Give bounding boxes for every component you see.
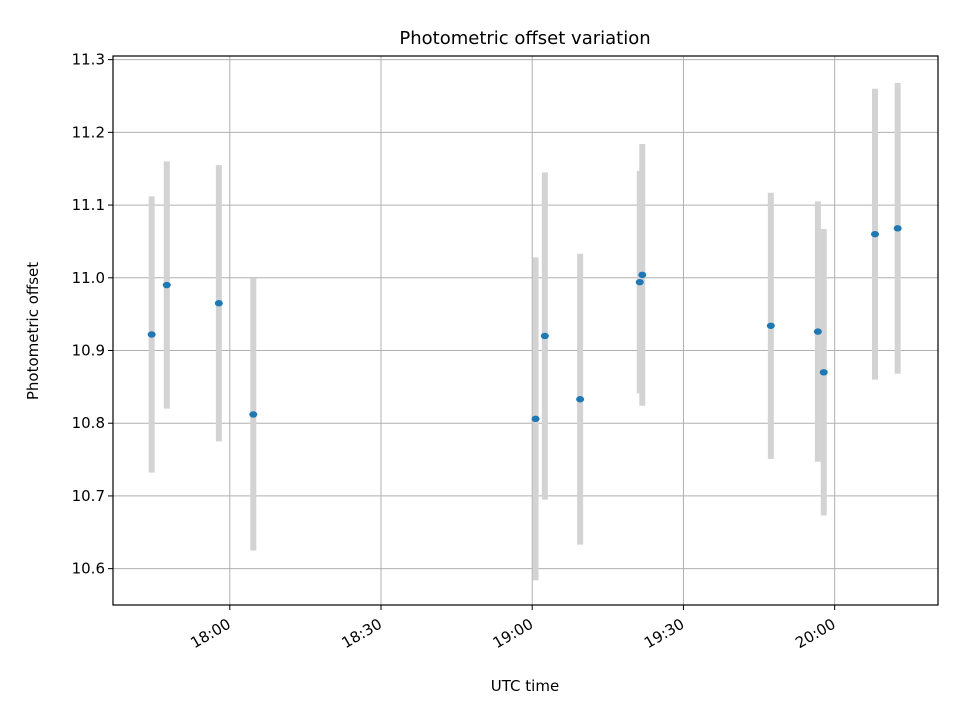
- data-point: [576, 396, 585, 403]
- x-tick-label: 18:00: [187, 615, 233, 652]
- error-bars: [148, 82, 901, 581]
- data-point: [813, 328, 822, 335]
- y-tick-label: 10.9: [72, 341, 105, 359]
- data-point: [766, 322, 775, 329]
- data-point: [893, 225, 902, 232]
- x-tick-label: 18:30: [339, 615, 385, 652]
- data-point: [147, 331, 156, 338]
- data-point: [819, 369, 828, 376]
- y-tick-label: 11.0: [72, 269, 105, 287]
- y-tick-label: 10.7: [72, 487, 105, 505]
- x-axis-ticks: 18:00 18:30 19:00 19:30 20:00: [187, 605, 839, 652]
- data-point: [249, 411, 258, 418]
- data-point: [870, 230, 879, 238]
- y-tick-label: 10.6: [72, 560, 105, 578]
- x-tick-label: 19:30: [641, 615, 687, 652]
- data-point: [638, 271, 647, 279]
- y-tick-label: 10.8: [72, 414, 105, 432]
- y-axis-title: Photometric offset: [24, 262, 42, 400]
- chart-title: Photometric offset variation: [399, 28, 650, 49]
- data-point: [635, 278, 644, 286]
- x-tick-label: 20:00: [792, 615, 838, 652]
- x-axis-title: UTC time: [491, 677, 559, 695]
- data-points: [147, 225, 902, 423]
- x-tick-label: 19:00: [490, 615, 536, 652]
- plot-frame: [112, 55, 939, 606]
- y-axis-ticks: 10.6 10.7 10.8 10.9 11.0 11.1 11.2 11.3: [72, 51, 113, 578]
- data-point: [531, 415, 540, 423]
- data-point: [214, 300, 223, 307]
- y-tick-label: 11.3: [72, 51, 105, 69]
- y-tick-label: 11.1: [72, 196, 105, 214]
- data-point: [162, 281, 171, 289]
- grid-lines: [113, 56, 938, 605]
- data-point: [540, 332, 549, 340]
- y-tick-label: 11.2: [72, 123, 105, 141]
